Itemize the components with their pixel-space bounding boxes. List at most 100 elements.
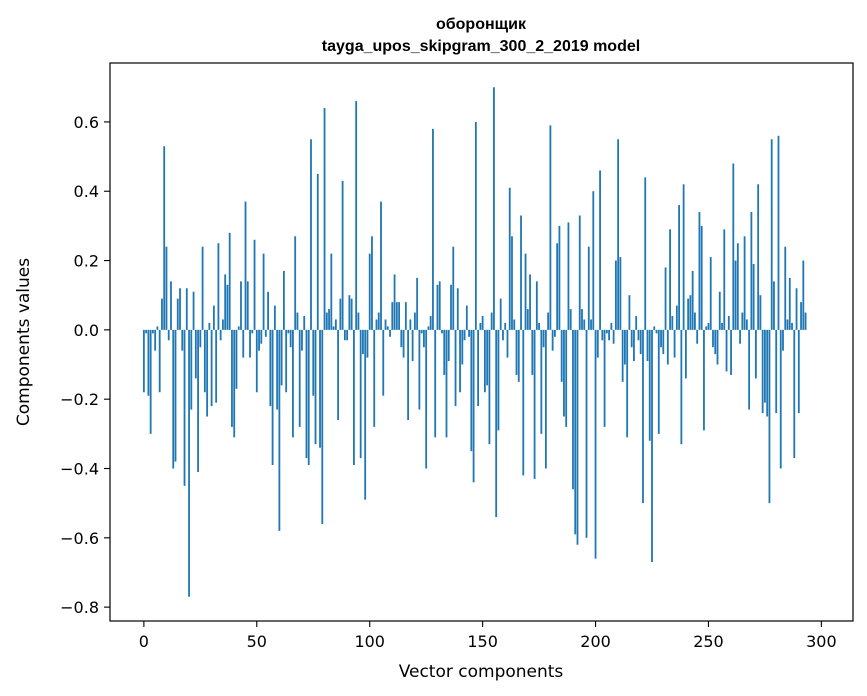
bar [215,329,218,403]
bar [642,329,644,504]
bar [280,329,283,386]
bar [558,225,561,330]
bar [644,177,647,330]
bar [237,326,240,330]
bar [718,291,721,330]
bar [648,329,651,441]
bar [515,329,518,375]
bar [513,319,516,330]
bar [373,329,376,427]
x-tick-label: 250 [693,632,724,651]
bar [235,329,238,389]
bar [382,329,385,396]
bar [601,329,604,341]
bar [436,284,439,330]
bar [334,319,337,330]
bar [413,312,416,330]
bar [759,295,762,330]
bar [386,326,389,330]
bar [276,329,279,410]
bar [296,312,299,330]
bar [511,236,513,330]
bar [242,329,245,358]
bar [707,322,710,330]
bar [174,329,177,462]
bar [452,246,455,330]
bar [292,329,294,438]
bar [775,329,778,414]
bar [791,322,793,330]
bar [307,329,310,466]
bar [764,329,766,403]
bar [614,260,617,330]
bar [691,270,694,330]
bar [398,302,400,330]
x-tick-label: 200 [580,632,611,651]
bar [152,329,154,334]
bar [766,329,769,417]
bar [800,302,802,330]
bar [359,329,362,459]
bar [533,329,536,479]
bar [669,229,671,330]
bar [181,329,184,351]
bar [734,260,737,330]
bar [341,180,344,330]
bar [563,329,565,417]
bar [154,329,157,351]
bar [323,108,326,330]
bar [483,329,486,393]
bar [384,319,387,330]
bar [203,329,206,393]
bar [599,170,601,330]
bar [797,329,800,414]
bar [217,243,220,330]
bar [158,329,161,393]
y-axis-label: Components values [14,258,34,426]
bar [330,253,333,330]
bar [267,291,269,330]
bar [258,329,260,351]
bar [675,305,678,330]
chart-subtitle: tayga_upos_skipgram_300_2_2019 model [322,38,640,55]
bar [314,329,317,445]
bar [212,305,215,330]
bar [553,329,556,337]
bar [228,232,231,330]
bar [142,329,145,393]
bar [474,121,477,330]
bar [773,281,775,330]
bar [617,139,620,330]
bar [556,243,559,330]
bar [551,329,554,351]
bar [456,288,459,330]
bar [608,329,610,341]
bar [251,329,254,334]
x-tick-label: 150 [467,632,498,651]
y-tick-label: −0.6 [60,529,99,548]
bar [420,329,423,334]
bar [804,312,807,330]
bar [502,329,504,341]
bar [425,329,428,469]
bar [709,257,712,330]
bar [712,329,714,348]
bar [416,277,419,330]
bar [273,305,276,330]
y-tick-label: 0.0 [74,321,99,340]
bar [705,326,708,330]
bar [689,295,692,330]
bar [486,329,489,386]
bar [161,298,163,330]
bar [443,329,446,375]
bar [438,281,441,330]
bar [736,243,739,330]
bar [409,319,412,330]
bar [547,312,550,330]
bar [450,284,452,330]
bar [567,222,570,330]
x-axis-ticks: 0 50 100 150 200 250 300 [139,621,837,651]
x-tick-label: 0 [139,632,149,651]
bar [264,329,267,337]
